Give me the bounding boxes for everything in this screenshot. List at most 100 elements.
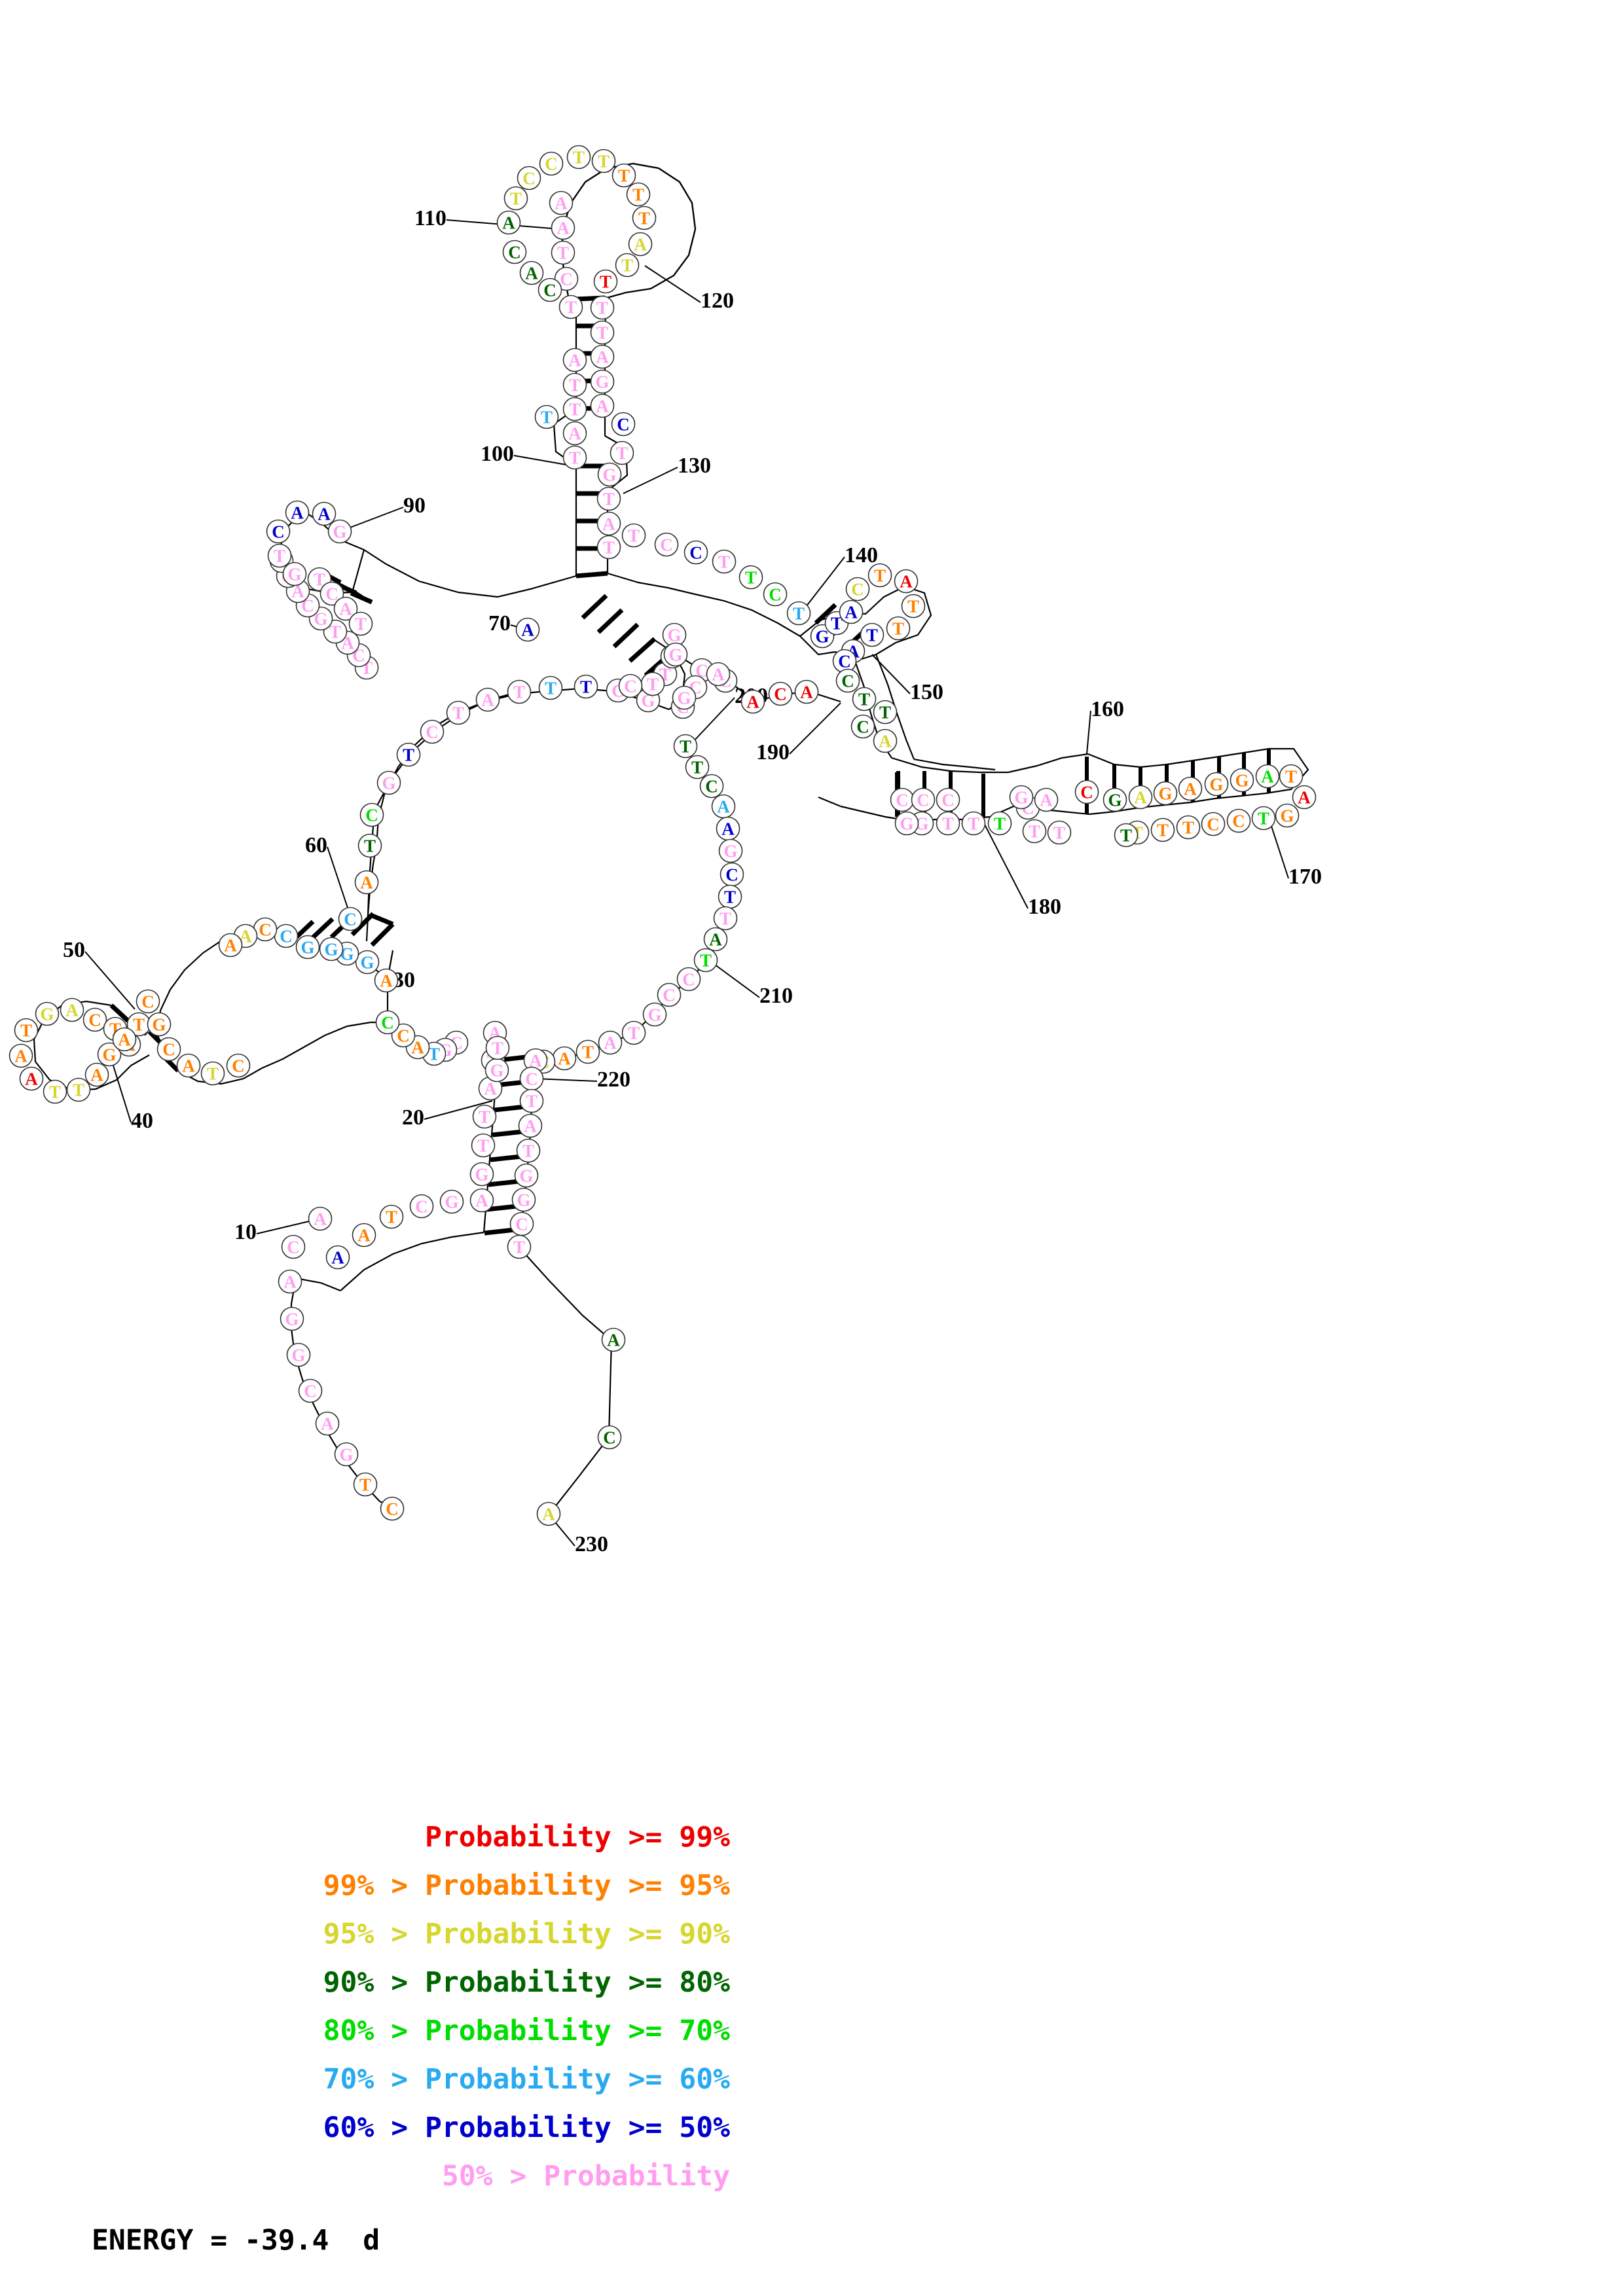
svg-text:G: G: [382, 774, 395, 793]
base-node: A: [475, 687, 500, 712]
svg-text:A: A: [1298, 788, 1311, 808]
svg-text:G: G: [1014, 788, 1028, 808]
svg-text:T: T: [20, 1021, 32, 1041]
position-label: 120: [701, 289, 734, 313]
base-node: G: [295, 935, 320, 960]
base-node: G: [663, 642, 688, 667]
svg-text:A: A: [721, 819, 735, 839]
base-node: T: [471, 1133, 496, 1158]
base-node: A: [176, 1053, 201, 1078]
position-label: 20: [402, 1105, 424, 1130]
base-node: C: [226, 1053, 251, 1078]
svg-text:A: A: [14, 1047, 27, 1066]
svg-text:T: T: [565, 298, 577, 317]
base-node: T: [590, 295, 615, 320]
base-node: A: [519, 260, 544, 285]
svg-text:A: A: [291, 582, 304, 601]
base-node: A: [218, 933, 243, 958]
base-node: T: [610, 440, 634, 465]
base-node: C: [850, 714, 875, 739]
base-node: T: [596, 535, 621, 560]
svg-text:A: A: [291, 503, 304, 523]
base-node: T: [472, 1104, 497, 1129]
base-node: A: [703, 927, 728, 952]
svg-text:C: C: [545, 154, 558, 174]
svg-text:T: T: [569, 376, 581, 395]
svg-text:T: T: [580, 677, 592, 697]
svg-text:C: C: [280, 927, 293, 946]
base-node: T: [562, 397, 587, 422]
base-node: C: [684, 540, 708, 565]
svg-text:C: C: [232, 1056, 245, 1076]
base-node: A: [536, 1501, 561, 1526]
svg-text:G: G: [40, 1005, 54, 1024]
position-label: 50: [63, 938, 85, 962]
svg-text:T: T: [632, 185, 644, 205]
base-node: C: [538, 278, 562, 302]
base-node: T: [673, 734, 698, 759]
svg-text:C: C: [917, 791, 930, 810]
position-label: 220: [597, 1067, 630, 1092]
base-node: T: [551, 240, 575, 265]
svg-text:T: T: [477, 1136, 489, 1156]
svg-text:C: C: [543, 281, 556, 300]
svg-text:C: C: [774, 685, 787, 704]
svg-text:A: A: [1261, 767, 1274, 787]
base-node: C: [676, 967, 701, 992]
svg-text:A: A: [182, 1056, 195, 1076]
base-node: T: [591, 149, 616, 173]
base-node: C: [298, 1378, 323, 1403]
base-node: G: [376, 770, 401, 795]
svg-text:T: T: [691, 758, 703, 778]
base-node: C: [763, 582, 788, 607]
svg-text:T: T: [479, 1107, 490, 1127]
rna-secondary-structure-diagram: 1020304050607090100110120130140150160170…: [9, 145, 1322, 1556]
base-node: C: [136, 989, 160, 1014]
base-node: T: [507, 1234, 532, 1259]
base-node: C: [539, 151, 564, 176]
position-label: 210: [759, 984, 793, 1008]
svg-text:G: G: [340, 944, 354, 964]
base-node: T: [348, 611, 373, 636]
base-node: C: [1074, 780, 1099, 804]
svg-text:T: T: [274, 547, 285, 566]
base-node: C: [156, 1037, 181, 1062]
base-node: A: [562, 348, 587, 372]
svg-text:G: G: [301, 938, 314, 958]
base-node: G: [280, 1306, 304, 1331]
svg-text:A: A: [607, 1331, 620, 1350]
base-node: T: [516, 1138, 541, 1163]
svg-text:T: T: [724, 888, 736, 907]
base-node: C: [845, 577, 870, 601]
svg-text:A: A: [800, 683, 813, 702]
base-node: A: [352, 1223, 376, 1247]
base-node: C: [911, 787, 936, 812]
svg-text:G: G: [915, 814, 928, 834]
svg-text:C: C: [856, 717, 869, 737]
svg-text:A: A: [314, 1210, 327, 1229]
base-node: C: [319, 581, 344, 606]
base-node: G: [282, 562, 307, 586]
base-node: C: [266, 519, 291, 544]
base-node: A: [354, 870, 379, 895]
base-node: A: [590, 344, 615, 369]
position-label: 230: [575, 1532, 608, 1556]
svg-text:A: A: [717, 797, 730, 817]
svg-text:G: G: [667, 626, 681, 645]
svg-text:T: T: [874, 566, 886, 586]
svg-text:C: C: [725, 865, 739, 885]
svg-text:T: T: [596, 323, 608, 343]
svg-text:T: T: [1182, 818, 1194, 838]
svg-text:A: A: [602, 514, 615, 534]
base-nodes: CTGACGGACAAATCGAGTTATAGTCGTACCAGGGGCCAAG…: [9, 145, 1317, 1526]
svg-text:G: G: [490, 1061, 503, 1081]
base-node: T: [575, 1039, 600, 1064]
base-node: T: [936, 811, 960, 836]
svg-text:T: T: [526, 1092, 538, 1111]
base-node: C: [281, 1234, 306, 1259]
base-node: A: [374, 968, 399, 993]
base-node: G: [514, 1163, 539, 1188]
base-node: G: [327, 519, 352, 544]
svg-text:C: C: [560, 270, 573, 289]
